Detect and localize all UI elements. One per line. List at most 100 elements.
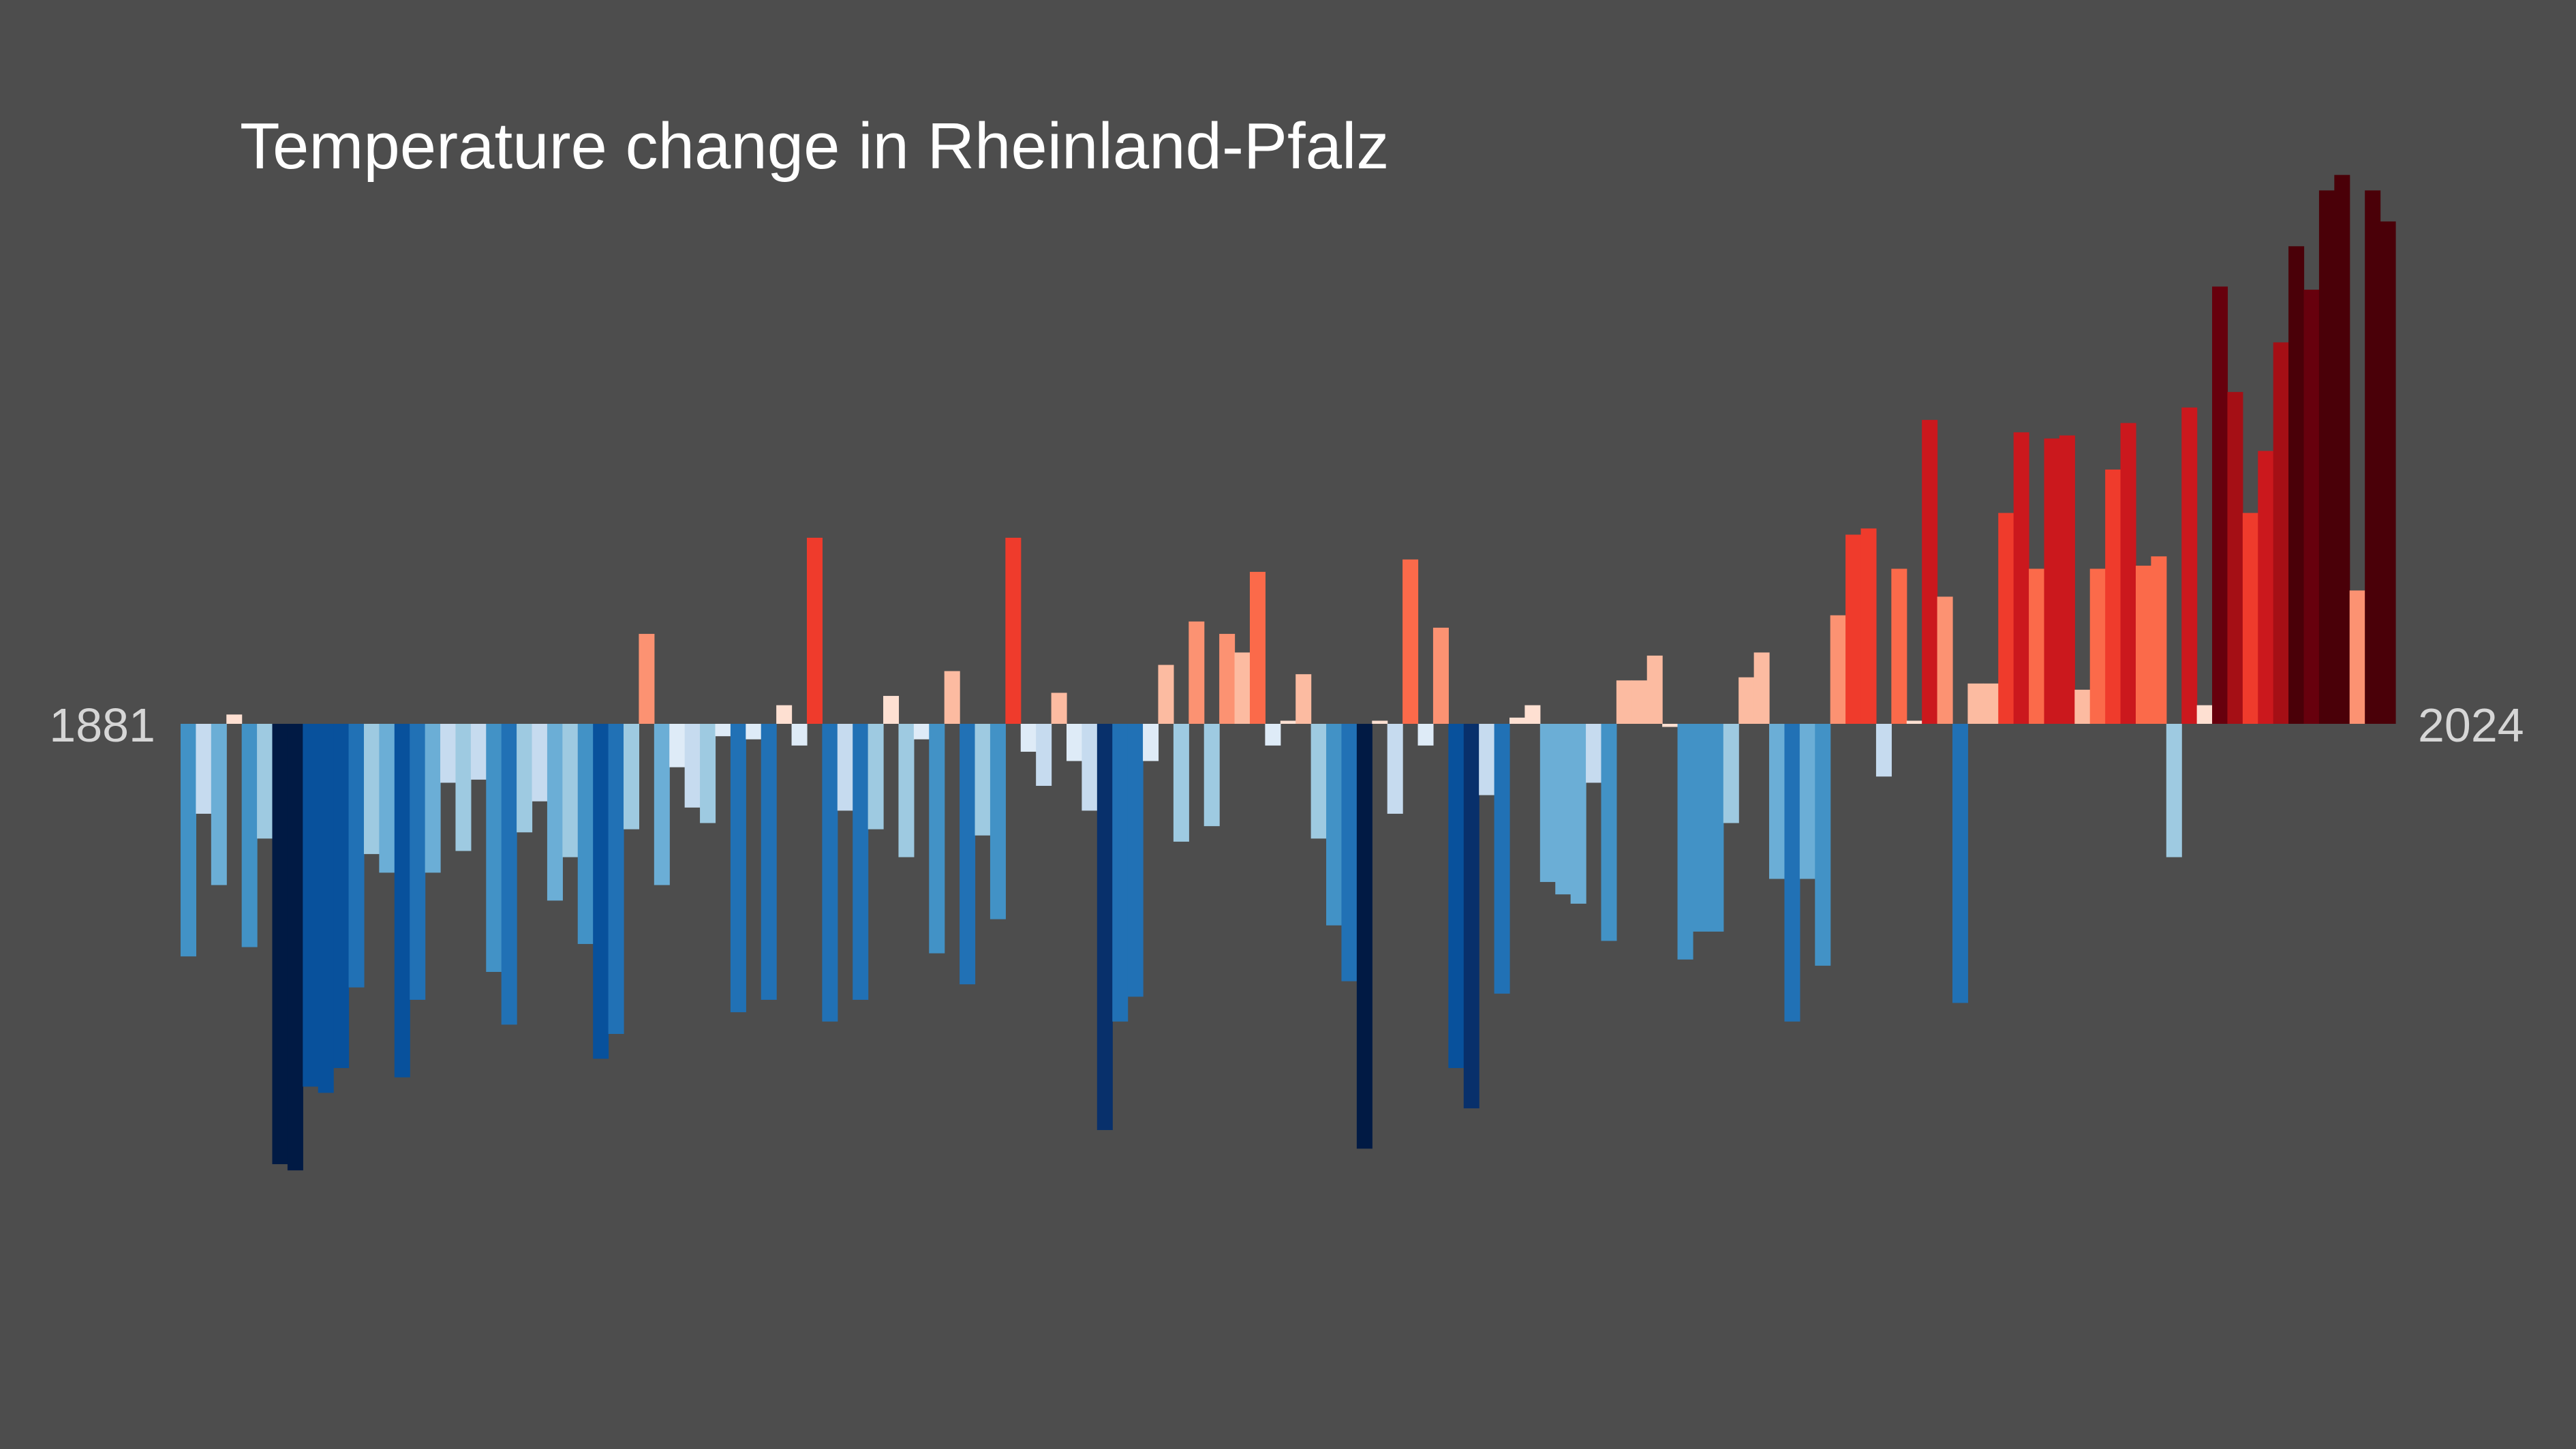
bar-1948 [1203, 724, 1220, 827]
bar-1952 [1265, 724, 1281, 746]
bar-2022 [2334, 174, 2350, 724]
bar-1916 [715, 724, 731, 737]
bar-1918 [746, 724, 762, 739]
bar-1929 [913, 724, 930, 739]
bar-1909 [608, 724, 624, 1034]
bar-1964 [1448, 724, 1465, 1069]
bar-1894 [379, 724, 395, 873]
bar-1984 [1753, 652, 1770, 724]
bar-1949 [1219, 634, 1236, 724]
bar-1898 [440, 724, 457, 783]
bar-2024 [2365, 190, 2381, 724]
bar-1910 [624, 724, 640, 829]
bar-1965 [1463, 724, 1479, 1109]
bar-1945 [1158, 665, 1174, 724]
bar-1953 [1280, 720, 1296, 724]
bar-2018 [2273, 342, 2289, 724]
bar-1900 [470, 724, 487, 780]
bar-1955 [1310, 724, 1327, 839]
bar-1927 [883, 696, 900, 724]
bar-1935 [1005, 538, 1022, 724]
bar-1962 [1417, 724, 1434, 746]
bar-2002 [2029, 568, 2045, 724]
bar-1892 [348, 724, 365, 988]
bar-1997 [1952, 724, 1969, 1003]
bar-2001 [2013, 432, 2029, 724]
bar-1943 [1127, 724, 1144, 997]
bar-2015 [2227, 392, 2243, 724]
bar-1978 [1662, 724, 1678, 727]
bar-1903 [517, 724, 533, 833]
bar-1971 [1555, 724, 1571, 895]
chart-title: Temperature change in Rheinland-Pfalz [240, 110, 1389, 183]
bar-1895 [394, 724, 410, 1078]
bar-2019 [2288, 246, 2305, 724]
bar-1983 [1738, 677, 1755, 724]
bar-1928 [898, 724, 915, 857]
bar-1936 [1020, 724, 1037, 752]
bar-1889 [303, 724, 319, 1087]
bar-2011 [2166, 724, 2182, 857]
bar-1902 [501, 724, 517, 1025]
bar-1987 [1799, 724, 1815, 879]
bar-1934 [990, 724, 1006, 919]
bar-1988 [1815, 724, 1831, 966]
bar-2017 [2258, 451, 2274, 724]
bar-1985 [1769, 724, 1785, 879]
bar-1890 [318, 724, 334, 1093]
bar-2012 [2181, 407, 2198, 724]
bar-1899 [455, 724, 472, 851]
bar-1937 [1036, 724, 1052, 786]
bar-1963 [1432, 627, 1449, 724]
bar-1912 [654, 724, 670, 885]
bar-1932 [960, 724, 976, 985]
bar-1999 [1982, 683, 1999, 724]
bar-1917 [730, 724, 746, 1013]
bar-1956 [1326, 724, 1343, 926]
bar-1925 [853, 724, 869, 1000]
bar-1884 [226, 714, 243, 724]
bar-1990 [1845, 534, 1862, 724]
bar-1976 [1631, 680, 1648, 724]
bar-1904 [532, 724, 548, 802]
bar-1921 [791, 724, 808, 746]
bar-1961 [1402, 559, 1419, 724]
bar-2014 [2212, 286, 2228, 724]
bar-1979 [1677, 724, 1693, 960]
bar-1881 [181, 724, 197, 957]
bar-1970 [1539, 724, 1556, 883]
bar-1907 [577, 724, 594, 945]
bar-1896 [410, 724, 426, 1000]
bar-1947 [1189, 621, 1205, 724]
bar-1914 [684, 724, 701, 808]
bar-1946 [1173, 724, 1189, 842]
bar-2020 [2303, 290, 2320, 724]
bar-1923 [822, 724, 838, 1022]
bar-1980 [1692, 724, 1708, 932]
bar-1973 [1586, 724, 1602, 783]
bar-1966 [1479, 724, 1495, 795]
bar-1972 [1570, 724, 1586, 904]
bar-1991 [1860, 528, 1877, 724]
bar-1885 [241, 724, 258, 947]
bar-1957 [1341, 724, 1358, 981]
bar-1995 [1922, 420, 1938, 724]
bar-1897 [425, 724, 441, 873]
bar-1922 [806, 538, 823, 724]
bar-1994 [1906, 720, 1922, 724]
bar-1938 [1051, 692, 1067, 724]
bar-2005 [2074, 689, 2091, 724]
bar-1940 [1082, 724, 1098, 811]
bar-1906 [562, 724, 579, 857]
bar-1926 [868, 724, 884, 829]
bar-2013 [2196, 705, 2213, 724]
bar-2008 [2120, 423, 2136, 724]
bar-1960 [1387, 724, 1403, 814]
bar-1981 [1708, 724, 1724, 932]
end-year-label: 2024 [2418, 699, 2524, 752]
bar-1919 [761, 724, 777, 1000]
bar-2003 [2044, 438, 2060, 724]
bar-1944 [1143, 724, 1159, 761]
bar-1913 [669, 724, 686, 767]
